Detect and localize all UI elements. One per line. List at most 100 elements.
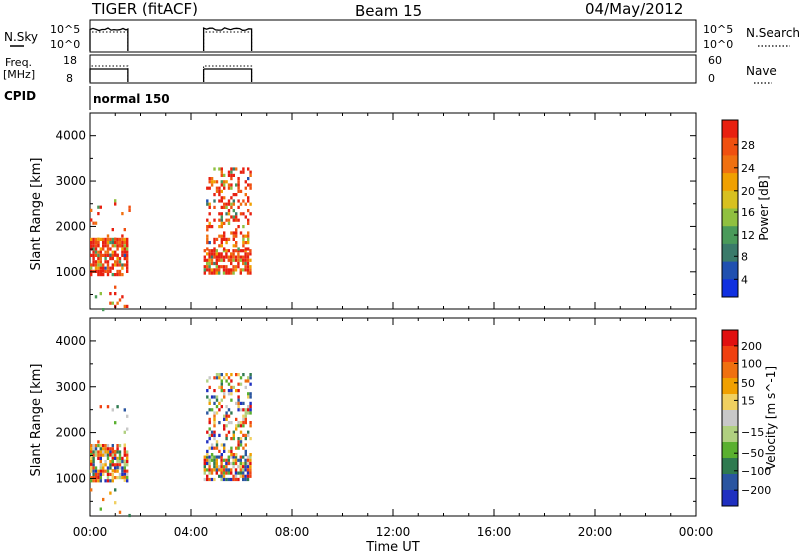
echo-cell <box>208 385 211 389</box>
echo-cell <box>121 212 124 216</box>
echo-cell <box>208 212 211 216</box>
station-title: TIGER (fitACF) <box>91 0 198 18</box>
echo-cell <box>218 373 221 377</box>
echo-cell <box>94 237 98 241</box>
date-title: 04/May/2012 <box>585 0 683 18</box>
echo-cell <box>225 241 228 245</box>
echo-cell <box>230 449 233 453</box>
echo-cell <box>123 250 126 254</box>
echo-cell <box>225 465 228 469</box>
echo-cell <box>220 382 223 386</box>
echo-cell <box>242 237 245 241</box>
echo-cell <box>206 261 209 266</box>
echo-cell <box>223 196 226 200</box>
echo-cell <box>206 455 209 459</box>
echo-cell <box>94 472 98 476</box>
echo-cell <box>114 466 117 470</box>
echo-cell <box>230 468 233 472</box>
echo-cell <box>218 465 221 469</box>
echo-cell <box>234 468 238 472</box>
echo-cell <box>210 477 214 482</box>
echo-cell <box>92 241 95 245</box>
echo-cell <box>97 205 100 209</box>
echo-cell <box>210 453 214 457</box>
echo-cell <box>111 456 114 460</box>
colorbar-frame <box>721 329 739 507</box>
echo-cell <box>99 444 102 448</box>
echo-cell <box>92 479 95 483</box>
echo-cell <box>220 468 223 472</box>
echo-cell <box>215 465 218 469</box>
echo-cell <box>225 271 228 275</box>
echo-cell <box>210 261 214 266</box>
echo-cell <box>237 205 240 209</box>
echo-cell <box>203 458 206 462</box>
echo-cell <box>227 218 231 222</box>
echo-cell <box>116 237 119 241</box>
echo-cell <box>208 437 211 441</box>
echo-cell <box>244 193 247 197</box>
echo-cell <box>121 250 124 254</box>
echo-cell <box>94 450 98 454</box>
echo-cell <box>235 228 238 232</box>
echo-cell <box>111 257 114 261</box>
freq-unit-label: [MHz] <box>3 68 35 81</box>
echo-cell <box>116 444 119 448</box>
echo-cell <box>239 424 243 428</box>
echo-cell <box>235 212 238 216</box>
colorbar-swatch <box>722 346 738 363</box>
echo-cell <box>230 261 233 266</box>
echo-cell <box>121 241 124 245</box>
echo-cell <box>237 446 240 450</box>
echo-cell <box>242 255 245 259</box>
echo-cell <box>126 414 129 418</box>
echo-cell <box>90 263 93 267</box>
echo-cell <box>123 304 126 308</box>
freq-tick-top: 18 <box>63 54 77 67</box>
echo-cell <box>225 468 228 472</box>
echo-cell <box>126 427 129 431</box>
echo-cell <box>90 253 93 257</box>
echo-cell <box>227 471 230 475</box>
echo-cell <box>234 455 238 459</box>
echo-cell <box>97 444 100 448</box>
echo-cell <box>230 398 233 402</box>
echo-cell <box>244 180 247 184</box>
colorbar-tick-label: 8 <box>741 250 748 263</box>
cpid-value: normal 150 <box>93 92 170 106</box>
echo-cell <box>213 249 216 253</box>
echo-cell <box>106 263 110 267</box>
echo-cell <box>242 249 245 253</box>
echo-cell <box>237 183 240 187</box>
echo-cell <box>206 202 209 206</box>
echo-cell <box>222 268 226 272</box>
echo-cell <box>92 250 95 254</box>
echo-cell <box>109 466 112 470</box>
echo-cell <box>230 255 233 259</box>
echo-cell <box>220 212 223 216</box>
echo-cell <box>94 253 98 257</box>
echo-cell <box>118 298 122 302</box>
echo-cell <box>215 249 218 253</box>
echo-cell <box>118 237 122 241</box>
echo-cell <box>220 205 223 209</box>
echo-cell <box>244 258 247 262</box>
echo-cell <box>104 257 107 261</box>
echo-cell <box>237 265 240 269</box>
echo-cell <box>92 466 95 470</box>
echo-cell <box>244 261 247 266</box>
echo-cell <box>104 244 107 248</box>
echo-cell <box>102 253 105 257</box>
echo-cell <box>239 202 243 206</box>
echo-cell <box>237 395 240 399</box>
echo-cell <box>114 241 117 245</box>
echo-cell <box>230 453 233 457</box>
echo-cell <box>210 255 214 259</box>
echo-cell <box>123 475 126 479</box>
echo-cell <box>244 408 247 412</box>
echo-cell <box>102 247 105 251</box>
echo-cell <box>244 465 247 469</box>
colorbar-swatch <box>722 426 738 443</box>
echo-cell <box>249 468 252 472</box>
echo-cell <box>128 208 131 212</box>
